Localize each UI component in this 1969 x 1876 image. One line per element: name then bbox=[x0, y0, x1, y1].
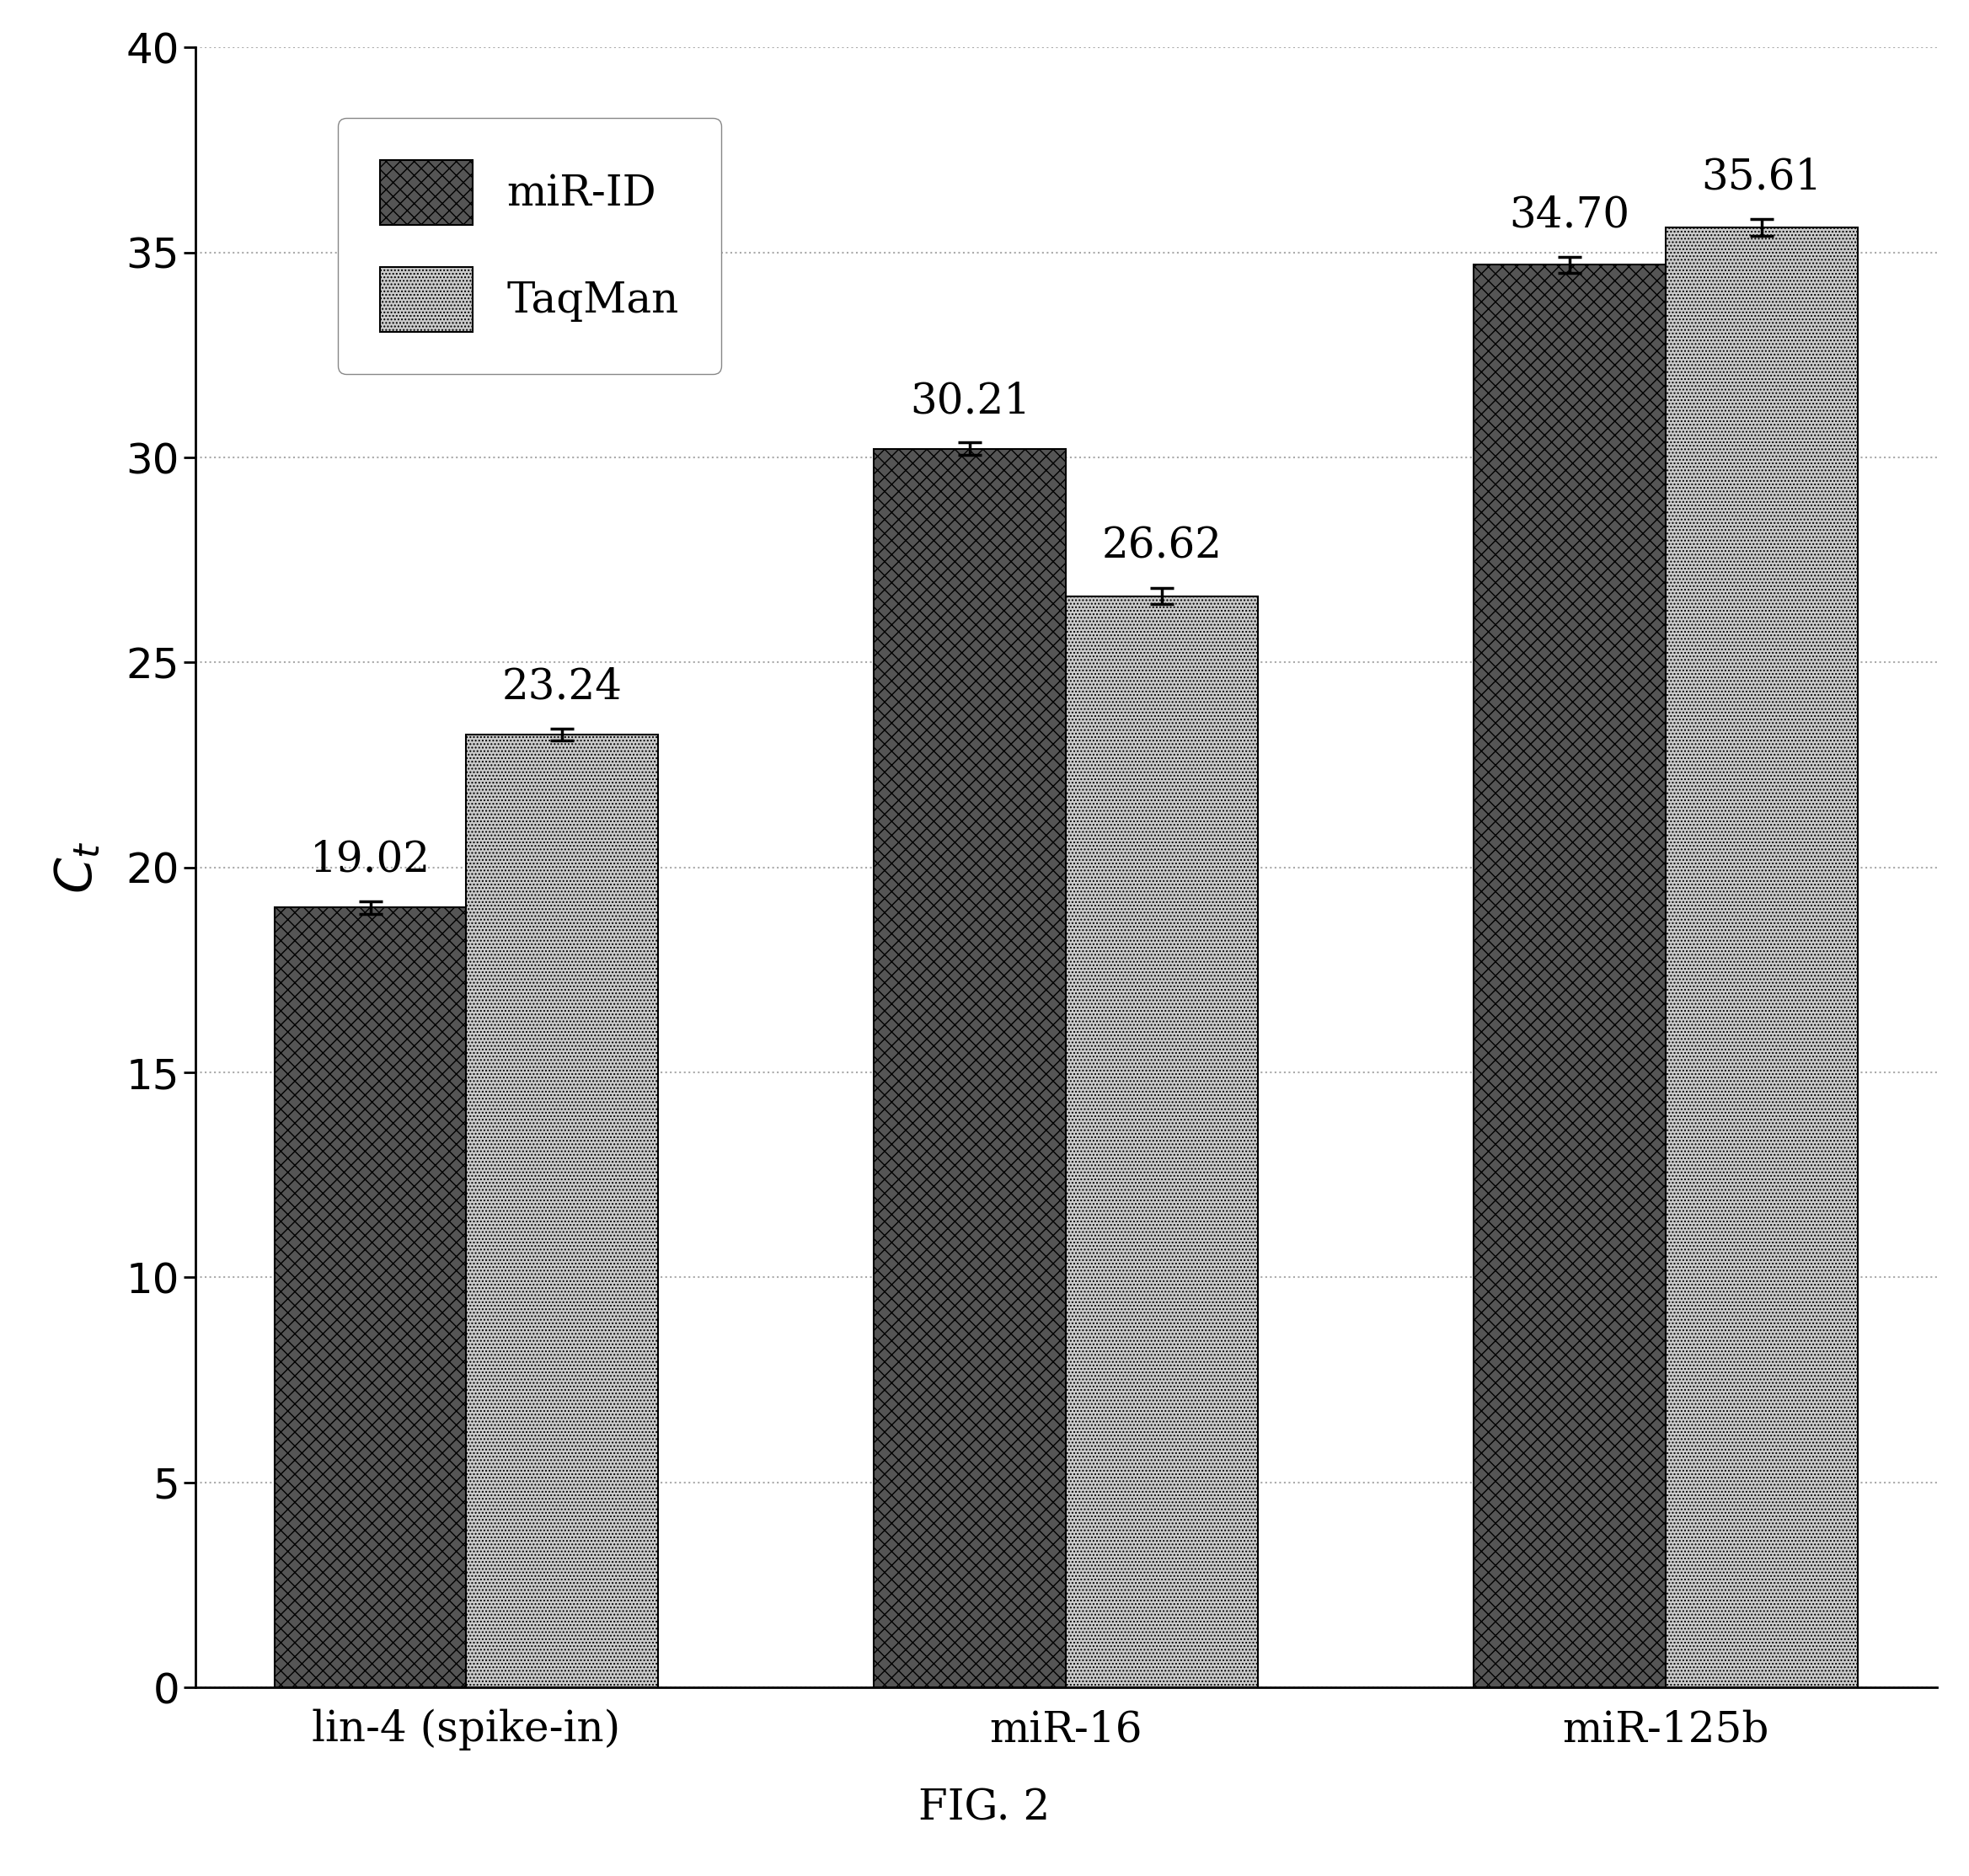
Text: FIG. 2: FIG. 2 bbox=[920, 1788, 1049, 1829]
Text: 19.02: 19.02 bbox=[309, 839, 431, 882]
Text: 23.24: 23.24 bbox=[502, 666, 622, 707]
Bar bbox=[1473, 265, 1666, 1688]
Y-axis label: $C_t$: $C_t$ bbox=[51, 840, 102, 893]
Text: 34.70: 34.70 bbox=[1510, 195, 1630, 236]
Bar bbox=[467, 735, 658, 1688]
Text: 35.61: 35.61 bbox=[1701, 158, 1821, 199]
Text: 26.62: 26.62 bbox=[1103, 525, 1223, 567]
Bar bbox=[274, 908, 467, 1688]
Bar bbox=[874, 448, 1065, 1688]
Legend: miR-ID, TaqMan: miR-ID, TaqMan bbox=[339, 118, 721, 373]
Bar bbox=[1065, 597, 1258, 1688]
Text: 30.21: 30.21 bbox=[910, 381, 1030, 422]
Bar bbox=[1666, 227, 1857, 1688]
